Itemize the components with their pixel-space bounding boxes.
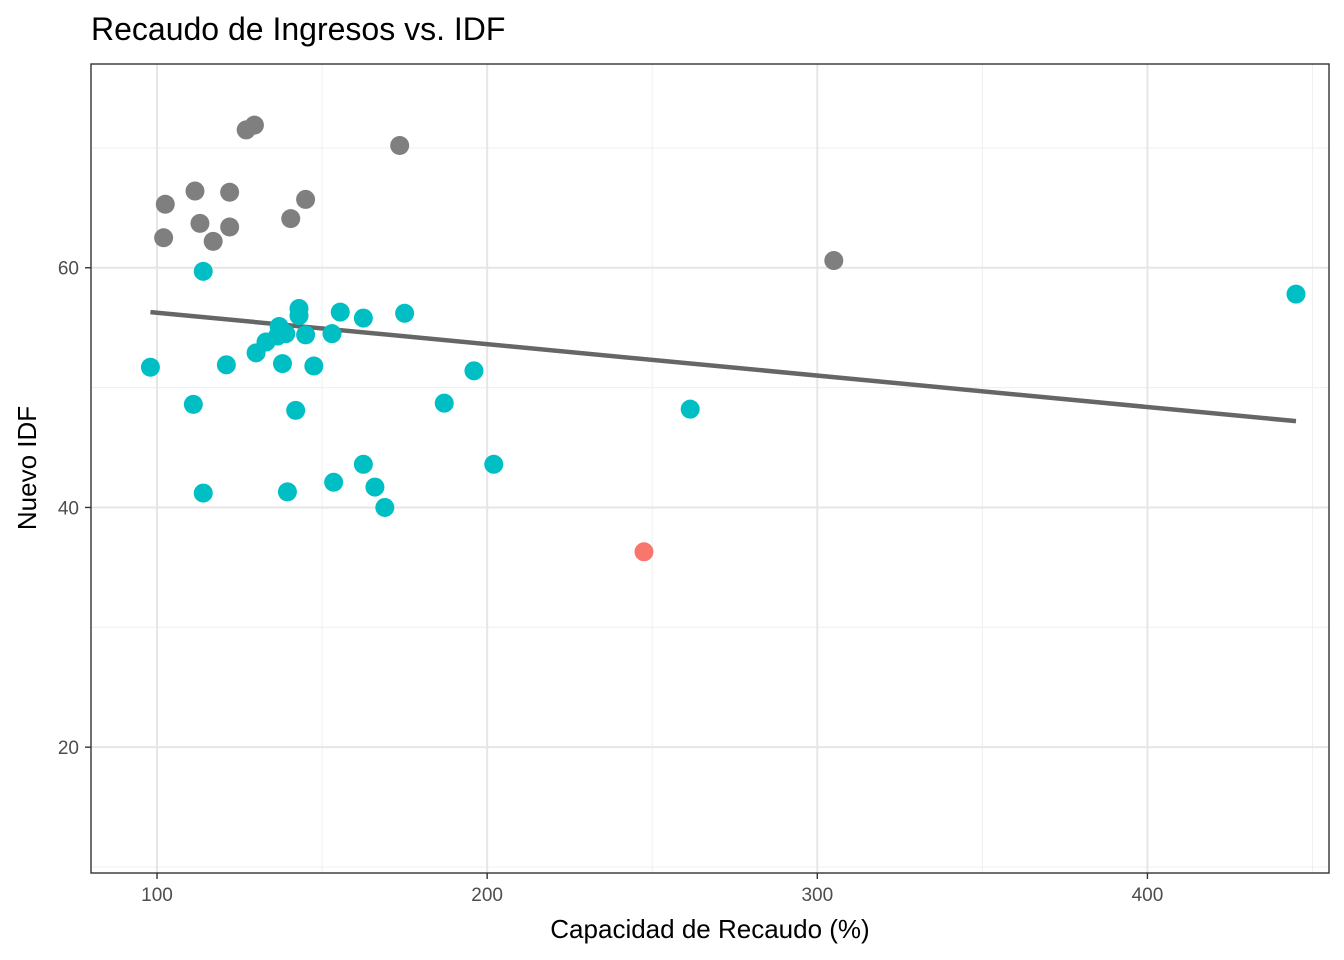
data-point <box>464 361 484 381</box>
data-point <box>216 355 236 375</box>
data-point <box>296 189 316 209</box>
data-point <box>353 308 373 328</box>
data-point <box>395 303 415 323</box>
data-point <box>434 393 454 413</box>
panel-border <box>90 63 1330 874</box>
data-point <box>1286 284 1306 304</box>
major-gridlines <box>91 64 1329 873</box>
data-point <box>140 357 160 377</box>
data-point <box>154 228 174 248</box>
data-point <box>365 477 385 497</box>
y-axis-title: Nuevo IDF <box>12 406 42 530</box>
data-point <box>220 217 240 237</box>
data-point <box>322 324 342 344</box>
chart-title: Recaudo de Ingresos vs. IDF <box>91 11 505 47</box>
trend-layer <box>150 309 1297 424</box>
data-point <box>183 394 203 414</box>
x-tick-label: 300 <box>801 885 833 906</box>
y-tick-label: 20 <box>58 738 79 759</box>
x-axis-title: Capacidad de Recaudo (%) <box>550 914 869 944</box>
x-axis-ticks: 100 200 300 400 <box>141 873 1163 906</box>
data-point <box>390 135 410 155</box>
data-point <box>484 454 504 474</box>
data-point <box>286 400 306 420</box>
data-point <box>680 399 700 419</box>
data-point <box>155 194 175 214</box>
data-point <box>190 213 210 233</box>
data-point <box>304 356 324 376</box>
data-point <box>185 181 205 201</box>
points-layer <box>140 115 1306 562</box>
data-point <box>330 302 350 322</box>
y-tick-label: 40 <box>58 498 79 519</box>
x-tick-label: 200 <box>471 885 503 906</box>
minor-gridlines <box>91 64 1329 873</box>
data-point <box>272 354 292 374</box>
data-point <box>203 231 223 251</box>
data-point <box>634 542 654 562</box>
trend-line <box>150 309 1297 424</box>
data-point <box>824 251 844 271</box>
data-point <box>244 115 264 135</box>
data-point <box>193 483 213 503</box>
data-point <box>375 497 395 517</box>
data-point <box>281 209 301 229</box>
data-point <box>277 482 297 502</box>
data-point <box>296 325 316 345</box>
data-point <box>246 343 266 363</box>
x-tick-label: 100 <box>141 885 173 906</box>
y-tick-label: 60 <box>58 259 79 280</box>
y-axis-ticks: 20 40 60 <box>58 259 91 759</box>
data-point <box>220 182 240 202</box>
data-point <box>289 306 309 326</box>
data-point <box>353 454 373 474</box>
x-tick-label: 400 <box>1132 885 1164 906</box>
data-point <box>193 261 213 281</box>
data-point <box>324 472 344 492</box>
